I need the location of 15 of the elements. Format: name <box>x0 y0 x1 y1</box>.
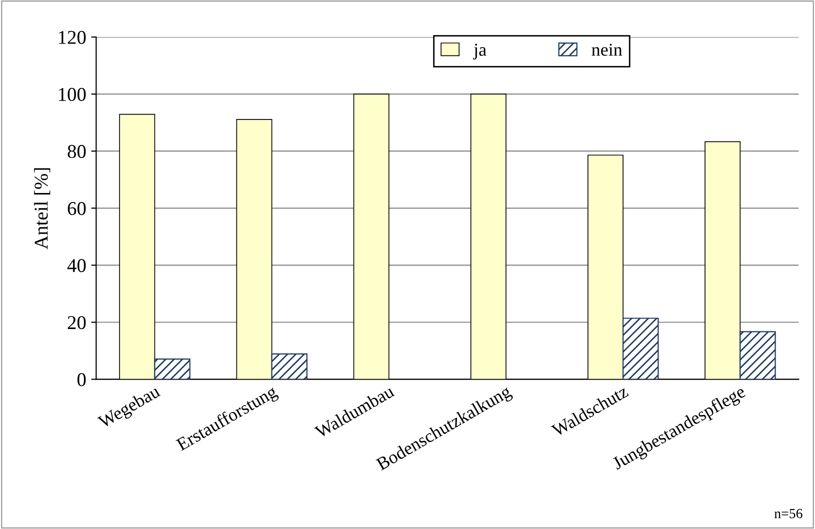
bar <box>271 353 308 380</box>
y-tick-label: 60 <box>68 202 86 216</box>
y-tick-label: 0 <box>77 373 86 386</box>
y-axis-title: Anteil [%] <box>34 168 50 250</box>
y-tick-label: 20 <box>68 316 86 330</box>
y-tick-label: 100 <box>58 88 86 102</box>
legend-label: ja <box>473 44 486 60</box>
bar <box>154 358 190 380</box>
text: n=56 <box>774 508 802 518</box>
bar <box>622 318 659 380</box>
y-tick-label: 120 <box>58 30 86 44</box>
legend-label: nein <box>592 44 622 56</box>
y-tick-label: 80 <box>68 144 86 158</box>
y-tick-label: 40 <box>67 259 86 272</box>
bar <box>740 331 776 380</box>
